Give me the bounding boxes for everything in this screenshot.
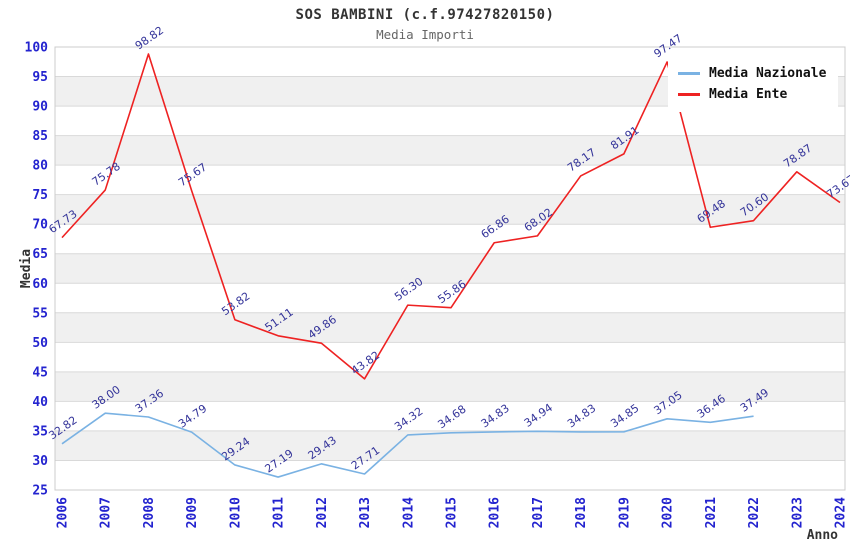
y-tick-label: 90 xyxy=(32,100,48,115)
y-tick-label: 30 xyxy=(32,454,48,469)
x-tick-label: 2018 xyxy=(574,497,589,528)
media-ente-line-swatch xyxy=(678,93,700,96)
legend-item-media-nazionale: Media Nazionale xyxy=(678,63,826,84)
data-point-label: 34.94 xyxy=(522,401,555,430)
x-tick-label: 2010 xyxy=(228,497,243,528)
data-point-label: 34.32 xyxy=(392,405,425,434)
chart-title: SOS BAMBINI (c.f.97427820150) xyxy=(295,7,555,23)
x-tick-label: 2015 xyxy=(445,497,460,528)
x-tick-label: 2021 xyxy=(704,497,719,528)
data-point-label: 34.68 xyxy=(435,403,468,432)
band-row xyxy=(55,135,845,166)
y-tick-label: 40 xyxy=(32,395,48,410)
y-tick-label: 50 xyxy=(32,336,48,351)
y-tick-label: 75 xyxy=(32,188,48,203)
x-tick-label: 2007 xyxy=(99,497,114,528)
x-tick-label: 2012 xyxy=(315,497,330,528)
x-tick-label: 2006 xyxy=(56,497,71,528)
y-tick-label: 55 xyxy=(32,306,48,321)
x-tick-label: 2017 xyxy=(531,497,546,528)
data-point-label: 34.85 xyxy=(608,402,641,431)
band-row xyxy=(55,194,845,225)
y-axis-title: Media xyxy=(19,249,34,288)
media-nazionale-line-swatch xyxy=(678,72,700,75)
series-line-media-nazionale xyxy=(61,412,754,478)
y-tick-label: 85 xyxy=(32,129,48,144)
x-tick-label: 2022 xyxy=(747,497,762,528)
data-point-label: 98.82 xyxy=(133,24,166,53)
legend-item-media-ente: Media Ente xyxy=(678,84,826,105)
data-point-label: 34.83 xyxy=(565,402,598,431)
y-tick-label: 45 xyxy=(32,365,48,380)
x-tick-label: 2013 xyxy=(358,497,373,528)
x-tick-label: 2011 xyxy=(272,497,287,528)
x-tick-label: 2008 xyxy=(142,497,157,528)
y-tick-label: 65 xyxy=(32,247,48,262)
x-tick-label: 2009 xyxy=(185,497,200,528)
y-tick-label: 25 xyxy=(32,484,48,499)
x-axis-title: Anno xyxy=(807,528,838,543)
x-tick-label: 2023 xyxy=(790,497,805,528)
band-row xyxy=(55,430,845,461)
y-tick-label: 35 xyxy=(32,424,48,439)
y-tick-label: 95 xyxy=(32,70,48,85)
plot-border xyxy=(54,46,846,491)
band-row xyxy=(55,253,845,284)
chart-subtitle: Media Importi xyxy=(376,27,474,42)
x-tick-label: 2014 xyxy=(401,497,416,528)
y-tick-label: 60 xyxy=(32,277,48,292)
x-tick-label: 2024 xyxy=(834,497,849,528)
data-point-label: 73.67 xyxy=(824,172,850,201)
y-tick-label: 80 xyxy=(32,159,48,174)
x-tick-label: 2020 xyxy=(661,497,676,528)
data-point-label: 34.83 xyxy=(479,402,512,431)
band-row xyxy=(55,312,845,343)
x-tick-label: 2016 xyxy=(488,497,503,528)
legend-label-media-nazionale: Media Nazionale xyxy=(709,66,827,81)
series-line-media-ente xyxy=(61,53,841,380)
chart-legend: Media Nazionale Media Ente xyxy=(668,56,839,112)
data-point-label: 34.79 xyxy=(176,402,209,431)
y-tick-label: 70 xyxy=(32,218,48,233)
y-tick-label: 100 xyxy=(25,41,49,56)
x-tick-label: 2019 xyxy=(617,497,632,528)
legend-label-media-ente: Media Ente xyxy=(709,87,788,102)
band-row xyxy=(55,371,845,402)
